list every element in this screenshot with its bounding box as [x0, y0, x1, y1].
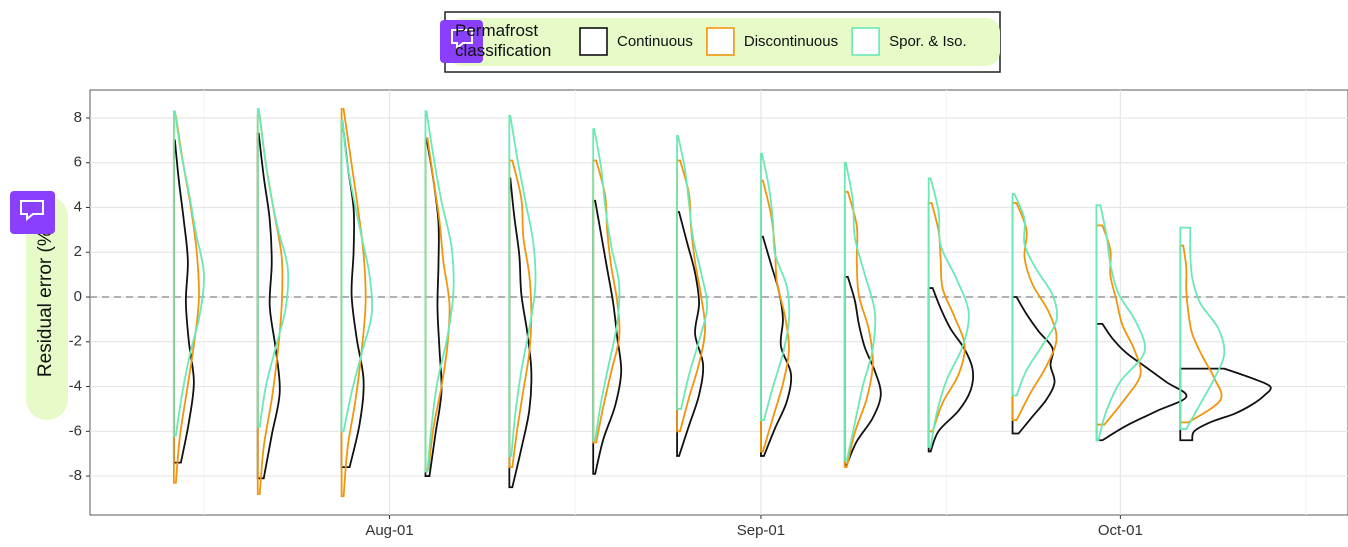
violin	[1095, 322, 1188, 442]
violin	[760, 235, 793, 457]
violin	[1179, 244, 1223, 424]
legend-swatch	[706, 27, 735, 56]
y-tick-label: 4	[74, 198, 82, 215]
violin	[760, 179, 790, 453]
violin	[592, 159, 621, 444]
violin	[843, 161, 877, 462]
violin	[592, 128, 621, 442]
y-tick-label: 2	[74, 243, 82, 260]
violin	[1011, 202, 1058, 422]
legend-swatch	[579, 27, 608, 56]
violin	[508, 177, 533, 489]
violin	[927, 287, 975, 453]
violin	[1011, 193, 1058, 397]
comment-icon[interactable]	[440, 20, 483, 63]
label-highlight	[26, 196, 68, 420]
violin	[843, 190, 874, 469]
violin	[172, 139, 195, 464]
violin	[256, 132, 281, 480]
violin	[843, 275, 882, 466]
violin	[927, 177, 970, 448]
violin	[676, 211, 705, 457]
violin	[676, 159, 706, 433]
violin	[1179, 367, 1272, 442]
violin	[340, 108, 367, 498]
legend-swatch	[851, 27, 880, 56]
x-tick-label: Sep-01	[737, 522, 785, 539]
y-tick-label: -8	[69, 467, 82, 484]
y-tick-label: 6	[74, 154, 82, 171]
plot-area	[89, 89, 1348, 516]
violin	[172, 110, 205, 437]
violin	[760, 152, 791, 422]
legend-label: Continuous	[617, 33, 693, 50]
violin	[1011, 296, 1056, 435]
violin	[424, 137, 451, 471]
violin	[1095, 204, 1146, 442]
violin	[1179, 226, 1226, 430]
y-tick-label: 8	[74, 109, 82, 126]
y-axis-label: Residual error (%)	[35, 223, 56, 377]
y-tick-label: -2	[69, 333, 82, 350]
legend-label: Discontinuous	[744, 33, 838, 50]
violin	[676, 134, 708, 410]
legend-label: Spor. & Iso.	[889, 33, 967, 50]
violin	[424, 110, 455, 473]
violin	[1095, 224, 1142, 426]
violin	[340, 119, 373, 433]
comment-icon[interactable]	[10, 191, 55, 234]
y-tick-label: -6	[69, 422, 82, 439]
panel	[89, 89, 1348, 516]
x-tick-label: Aug-01	[365, 522, 413, 539]
x-tick-label: Oct-01	[1098, 522, 1143, 539]
violin	[508, 114, 537, 457]
y-tick-label: -4	[69, 378, 82, 395]
y-tick-label: 0	[74, 288, 82, 305]
violin	[592, 199, 623, 475]
legend-title: Permafrost classification	[455, 21, 551, 60]
violin	[256, 108, 290, 428]
